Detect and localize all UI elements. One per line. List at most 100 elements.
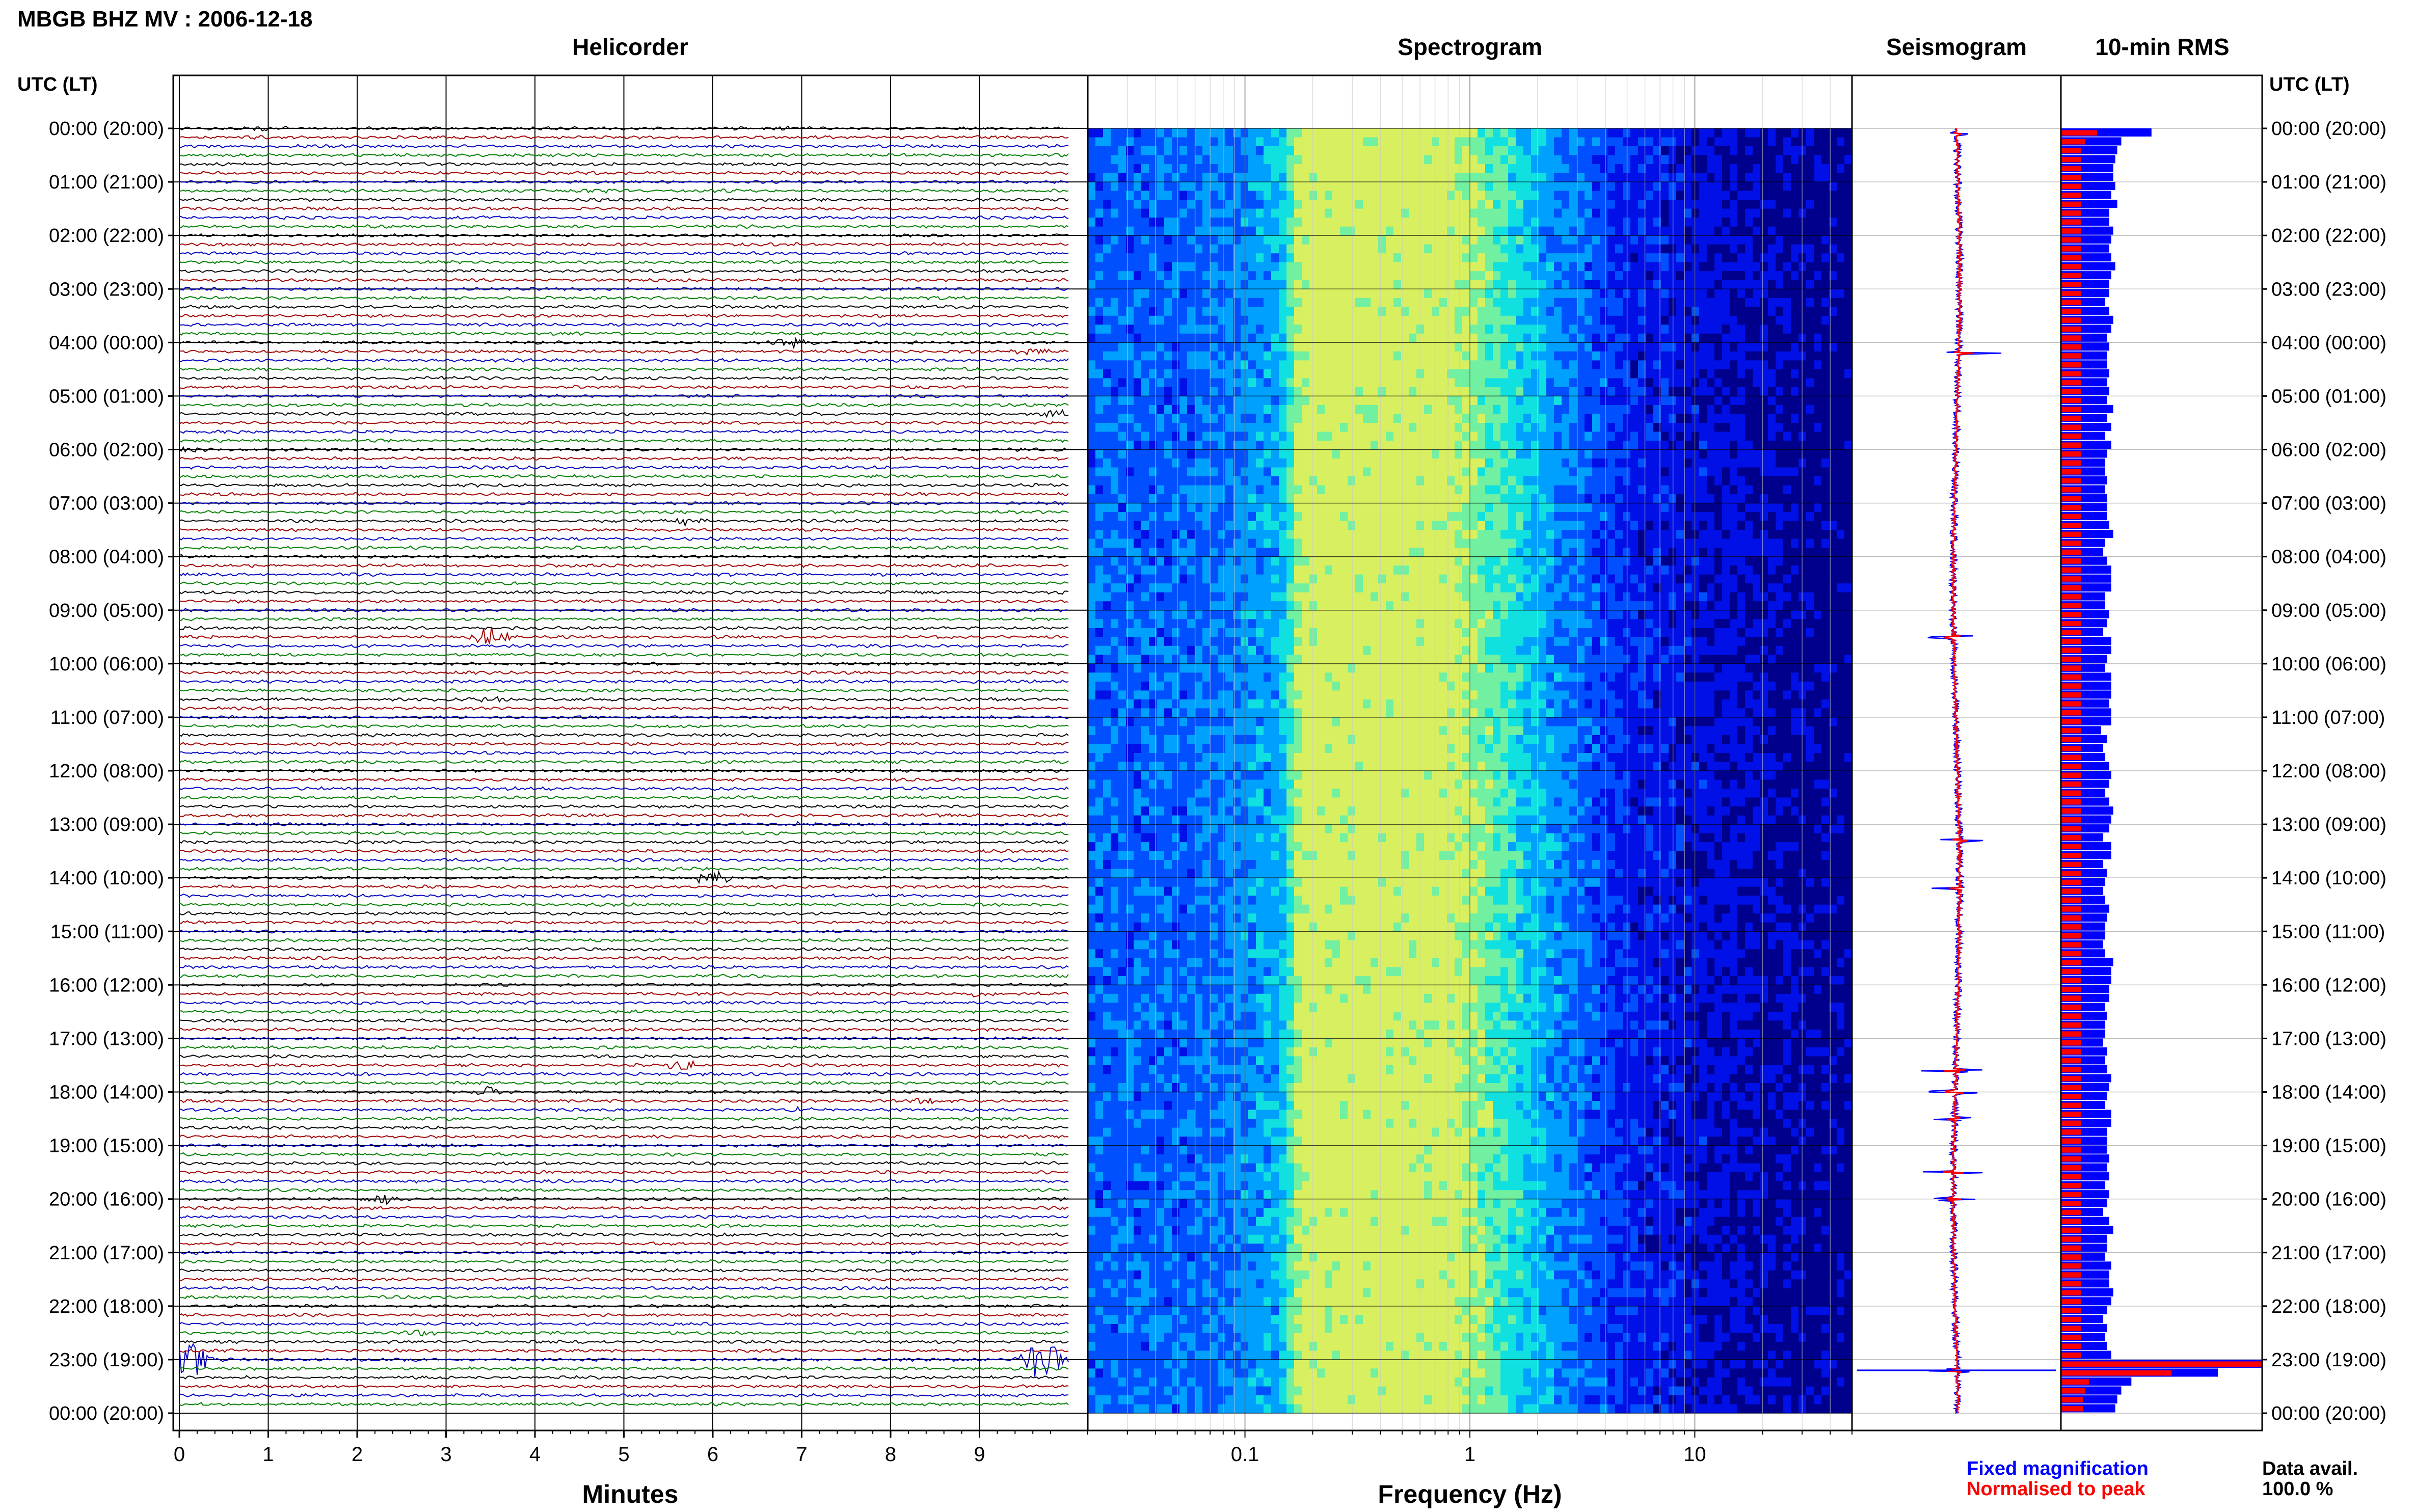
spectrogram-cell <box>1844 476 1852 485</box>
spectrogram-cell <box>1714 155 1723 165</box>
spectrogram-cell <box>1630 289 1639 299</box>
spectrogram-cell <box>1279 404 1287 414</box>
spectrogram-cell <box>1401 360 1409 370</box>
spectrogram-cell <box>1722 538 1730 548</box>
spectrogram-cell <box>1279 431 1287 441</box>
spectrogram-cell <box>1286 315 1295 325</box>
spectrogram-cell <box>1432 441 1440 450</box>
spectrogram-cell <box>1432 333 1440 343</box>
spectrogram-cell <box>1187 387 1195 396</box>
spectrogram-cell <box>1844 548 1852 557</box>
spectrogram-cell <box>1332 244 1340 254</box>
spectrogram-cell <box>1195 155 1203 165</box>
spectrogram-cell <box>1317 538 1325 548</box>
spectrogram-cell <box>1111 200 1119 209</box>
spectrogram-cell <box>1523 307 1532 316</box>
spectrogram-cell <box>1806 378 1814 388</box>
spectrogram-cell <box>1661 494 1669 504</box>
spectrogram-cell <box>1141 431 1149 441</box>
spectrogram-cell <box>1187 512 1195 522</box>
spectrogram-cell <box>1355 431 1363 441</box>
spectrogram-cell <box>1707 315 1715 325</box>
spectrogram-cell <box>1095 182 1104 192</box>
spectrogram-cell <box>1393 521 1402 530</box>
spectrogram-cell <box>1363 253 1371 263</box>
spectrogram-cell <box>1118 289 1126 299</box>
spectrogram-cell <box>1661 182 1669 192</box>
spectrogram-cell <box>1745 458 1753 468</box>
spectrogram-cell <box>1646 494 1654 504</box>
spectrogram-cell <box>1806 351 1814 361</box>
spectrogram-cell <box>1202 441 1211 450</box>
spectrogram-cell <box>1730 351 1738 361</box>
spectrogram-cell <box>1202 325 1211 334</box>
spectrogram-cell <box>1118 307 1126 316</box>
spectrogram-cell <box>1202 226 1211 236</box>
spectrogram-cell <box>1630 431 1639 441</box>
spectrogram-cell <box>1432 449 1440 459</box>
spectrogram-cell <box>1118 235 1126 245</box>
spectrogram-cell <box>1737 476 1746 485</box>
spectrogram-cell <box>1225 155 1233 165</box>
spectrogram-cell <box>1783 315 1791 325</box>
spectrogram-cell <box>1516 182 1524 192</box>
spectrogram-cell <box>1844 538 1852 548</box>
spectrogram-cell <box>1730 467 1738 477</box>
spectrogram-cell <box>1623 369 1631 379</box>
spectrogram-cell <box>1157 235 1165 245</box>
spectrogram-cell <box>1432 289 1440 299</box>
spectrogram-cell <box>1791 449 1799 459</box>
spectrogram-cell <box>1745 404 1753 414</box>
spectrogram-cell <box>1676 164 1684 174</box>
spectrogram-cell <box>1095 467 1104 477</box>
spectrogram-cell <box>1462 396 1470 406</box>
spectrogram-cell <box>1455 208 1463 218</box>
spectrogram-cell <box>1187 485 1195 495</box>
spectrogram-cell <box>1829 414 1837 423</box>
spectrogram-cell <box>1317 565 1325 575</box>
spectrogram-cell <box>1149 414 1157 423</box>
spectrogram-cell <box>1722 404 1730 414</box>
spectrogram-cell <box>1661 218 1669 227</box>
spectrogram-cell <box>1592 182 1600 192</box>
spectrogram-cell <box>1508 556 1516 566</box>
spectrogram-cell <box>1684 244 1692 254</box>
spectrogram-cell <box>1264 235 1272 245</box>
spectrogram-cell <box>1317 289 1325 299</box>
spectrogram-cell <box>1157 307 1165 316</box>
spectrogram-cell <box>1447 512 1455 522</box>
spectrogram-cell <box>1508 494 1516 504</box>
spectrogram-cell <box>1638 485 1646 495</box>
spectrogram-cell <box>1630 298 1639 307</box>
spectrogram-cell <box>1317 378 1325 388</box>
spectrogram-cell <box>1539 155 1547 165</box>
spectrogram-cell <box>1286 548 1295 557</box>
spectrogram-cell <box>1539 262 1547 272</box>
spectrogram-cell <box>1760 137 1768 147</box>
spectrogram-cell <box>1730 538 1738 548</box>
spectrogram-cell <box>1401 404 1409 414</box>
spectrogram-cell <box>1623 476 1631 485</box>
spectrogram-cell <box>1638 325 1646 334</box>
spectrogram-cell <box>1546 298 1554 307</box>
spectrogram-cell <box>1523 253 1532 263</box>
spectrogram-cell <box>1523 146 1532 155</box>
spectrogram-cell <box>1179 208 1188 218</box>
spectrogram-cell <box>1279 146 1287 155</box>
spectrogram-cell <box>1172 485 1180 495</box>
spectrogram-cell <box>1225 271 1233 281</box>
spectrogram-cell <box>1829 396 1837 406</box>
spectrogram-cell <box>1286 351 1295 361</box>
spectrogram-cell <box>1256 128 1264 138</box>
spectrogram-cell <box>1615 146 1623 155</box>
spectrogram-cell <box>1088 565 1096 575</box>
spectrogram-cell <box>1592 200 1600 209</box>
spectrogram-cell <box>1286 164 1295 174</box>
spectrogram-cell <box>1783 244 1791 254</box>
spectrogram-cell <box>1684 449 1692 459</box>
spectrogram-cell <box>1500 556 1509 566</box>
spectrogram-cell <box>1317 262 1325 272</box>
spectrogram-cell <box>1134 530 1142 539</box>
spectrogram-cell <box>1126 396 1134 406</box>
spectrogram-cell <box>1233 128 1241 138</box>
